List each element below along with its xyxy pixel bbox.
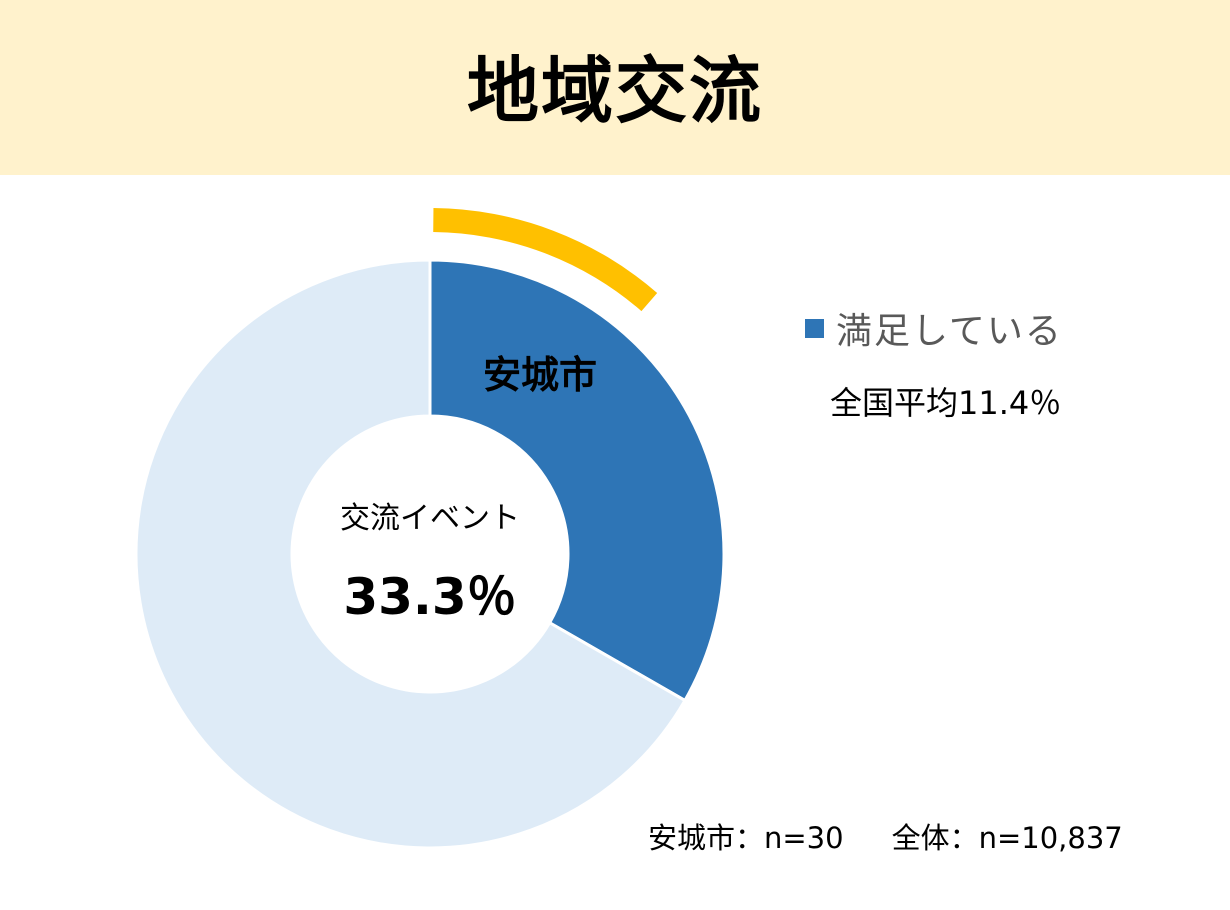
total-sample-size: 全体：n=10,837 [891, 821, 1123, 855]
sample-size-note: 安城市：n=30 全体：n=10,837 [648, 815, 1123, 857]
page-title: 地域交流 [466, 49, 763, 133]
legend-swatch-satisfied [805, 318, 824, 338]
legend-label-satisfied: 満足している [836, 311, 1063, 352]
segment-label-anjo: 安城市 [483, 353, 597, 397]
donut-slices [134, 258, 726, 850]
national-average-label: 全国平均11.4％ [830, 384, 1062, 422]
national-average-arc [433, 208, 658, 312]
donut-slice-satisfied [428, 258, 726, 703]
center-category-label: 交流イベント [340, 501, 520, 536]
title-banner: 地域交流 [0, 0, 1230, 175]
city-sample-size: 安城市：n=30 [648, 821, 844, 855]
legend: 満足している [805, 302, 1063, 354]
center-percentage-value: 33.3％ [343, 568, 516, 626]
donut-slice-other [134, 258, 687, 850]
